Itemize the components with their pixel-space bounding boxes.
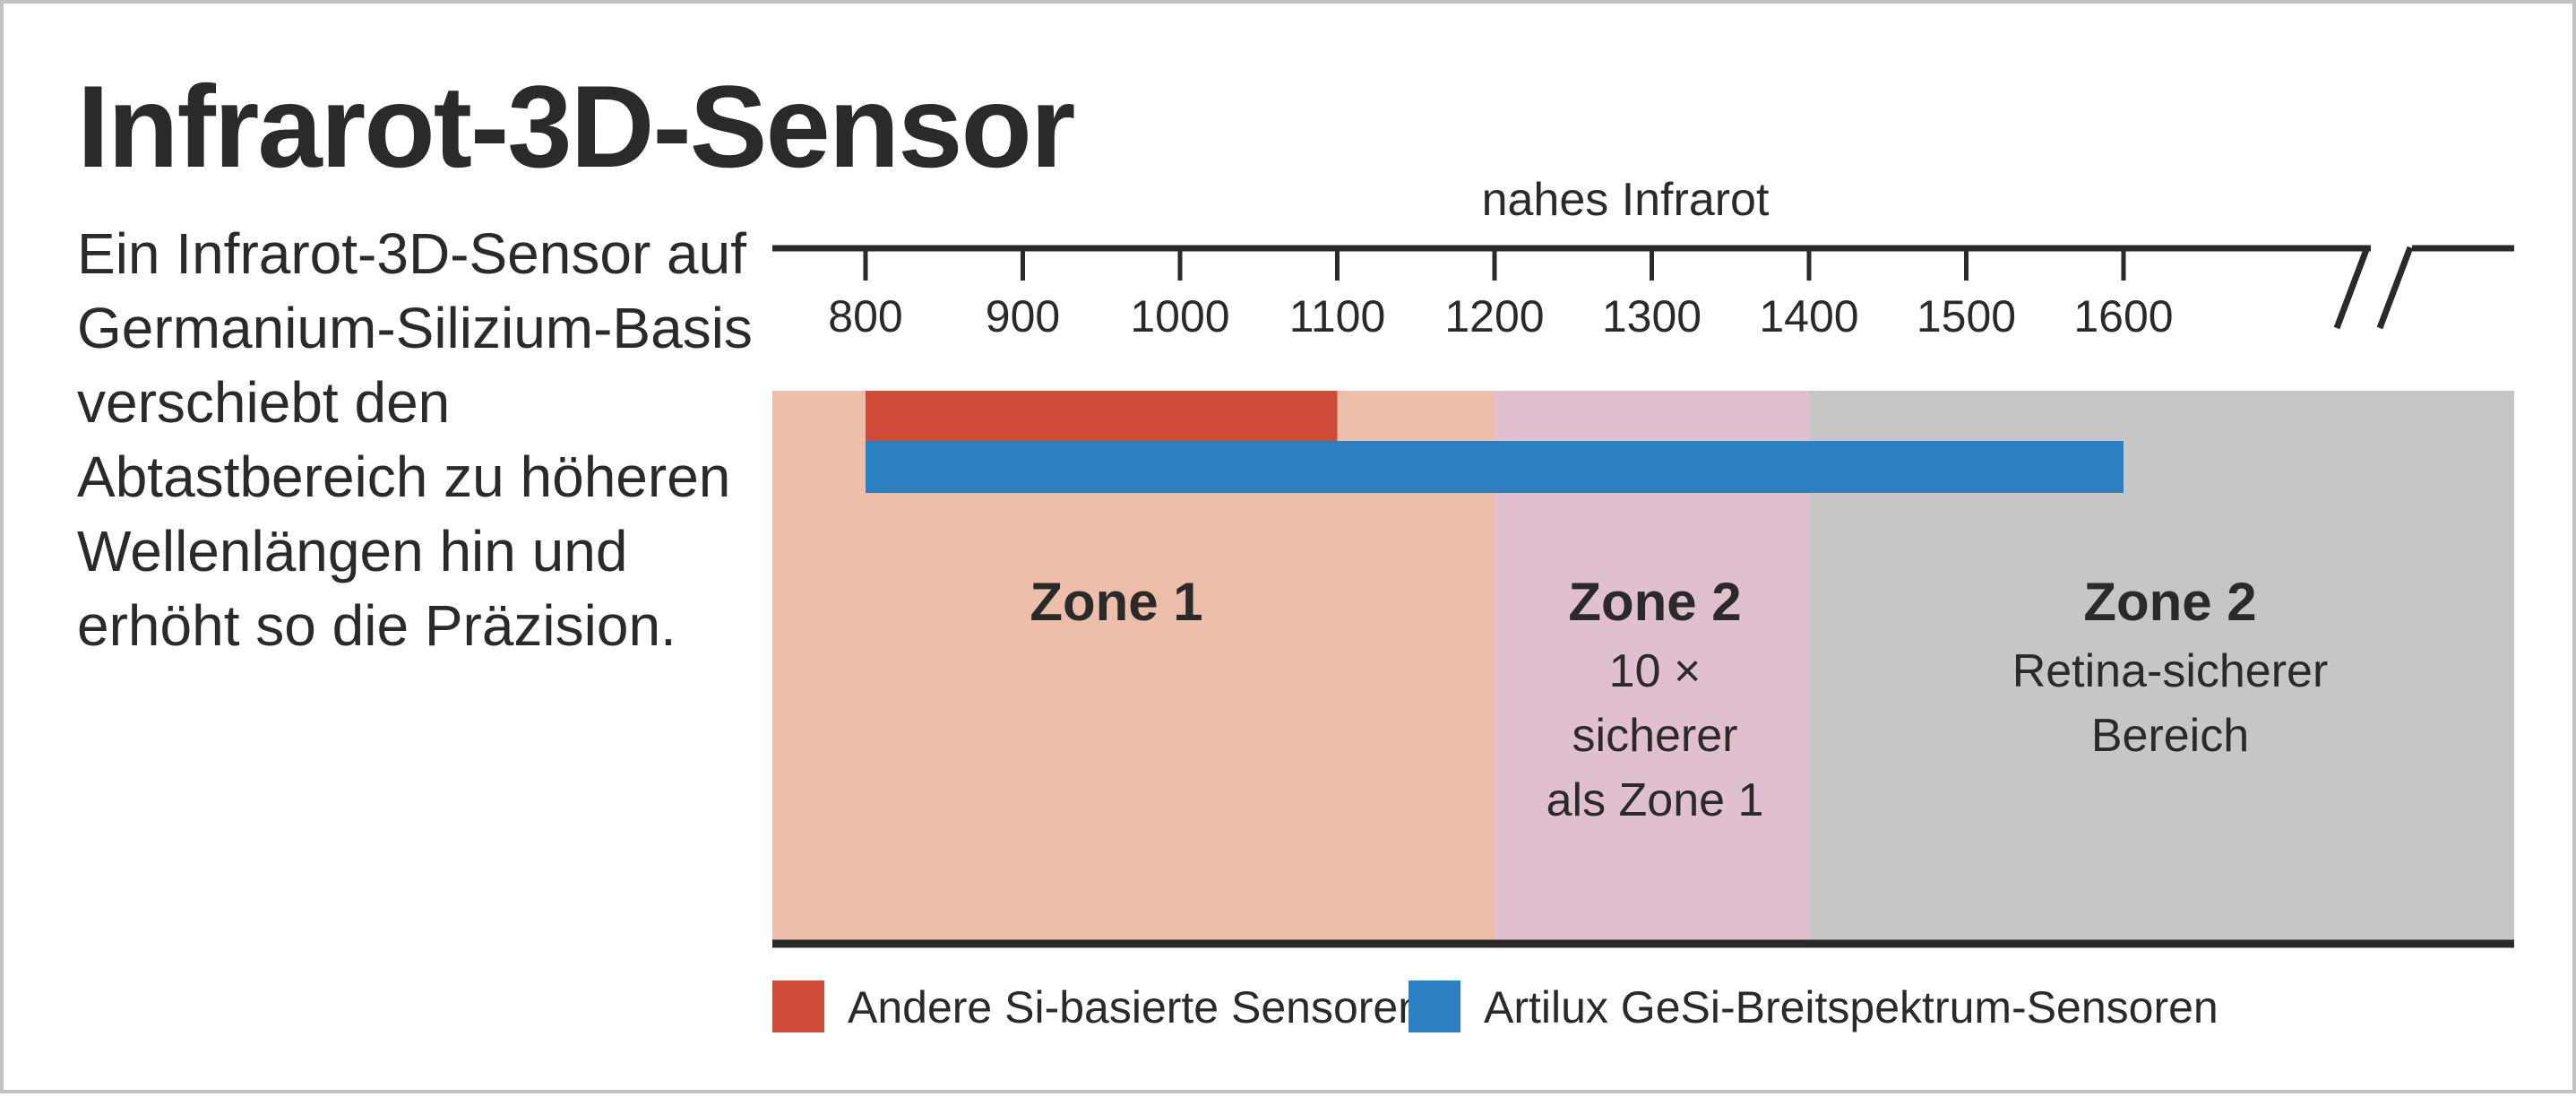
zone-labels: Zone 1 Zone 2 10 × sicherer als Zone 1 Zone 2… <box>1030 572 2328 826</box>
tick-label-1200: 1200 <box>1444 291 1544 341</box>
description-text: Ein Infrarot-3D-Sensor auf Germanium-Sil… <box>77 221 753 658</box>
axis-break-mark-1 <box>2333 246 2371 330</box>
zone-title-3: Zone 2 <box>2083 572 2256 632</box>
tick-label-1600: 1600 <box>2073 291 2173 341</box>
range-bar-1 <box>866 391 1338 443</box>
range-bar-2 <box>866 441 2124 493</box>
legend-label-2: Artilux GeSi-Breitspektrum-Sensoren <box>1484 982 2218 1032</box>
zone-2-line-3: als Zone 1 <box>1546 774 1764 826</box>
tick-label-1100: 1100 <box>1289 291 1386 341</box>
tick-label-1400: 1400 <box>1759 291 1858 341</box>
wavelength-axis: nahes Infrarot 800 900 1000 1100 1200 1300 140… <box>772 174 2514 948</box>
zone-2-line-2: sicherer <box>1572 710 1738 762</box>
zone-3-line-2: Bereich <box>2091 710 2249 762</box>
sensor-range-bars <box>866 391 2124 493</box>
tick-label-1000: 1000 <box>1130 291 1229 341</box>
legend-label-1: Andere Si-basierte Sensoren <box>848 982 1423 1032</box>
zone-title-1: Zone 1 <box>1030 572 1202 632</box>
tick-label-1500: 1500 <box>1917 291 2016 341</box>
page-title: Infrarot-3D-Sensor <box>77 61 1075 192</box>
tick-label-800: 800 <box>828 291 902 341</box>
zone-title-2: Zone 2 <box>1568 572 1741 632</box>
zone-3-line-1: Retina-sicherer <box>2012 645 2329 697</box>
legend-swatch-2 <box>1409 980 1460 1032</box>
zone-2-line-1: 10 × <box>1609 645 1702 697</box>
legend-swatch-1 <box>772 980 824 1032</box>
tick-label-1300: 1300 <box>1602 291 1702 341</box>
wavelength-chart: Zone 1 Zone 2 10 × sicherer als Zone 1 Zone 2… <box>772 174 2514 1032</box>
axis-title: nahes Infrarot <box>1482 174 1770 226</box>
tick-label-900: 900 <box>986 291 1060 341</box>
axis-break-mark-2 <box>2376 246 2414 330</box>
legend: Andere Si-basierte Sensoren Artilux GeSi-… <box>772 980 2218 1032</box>
